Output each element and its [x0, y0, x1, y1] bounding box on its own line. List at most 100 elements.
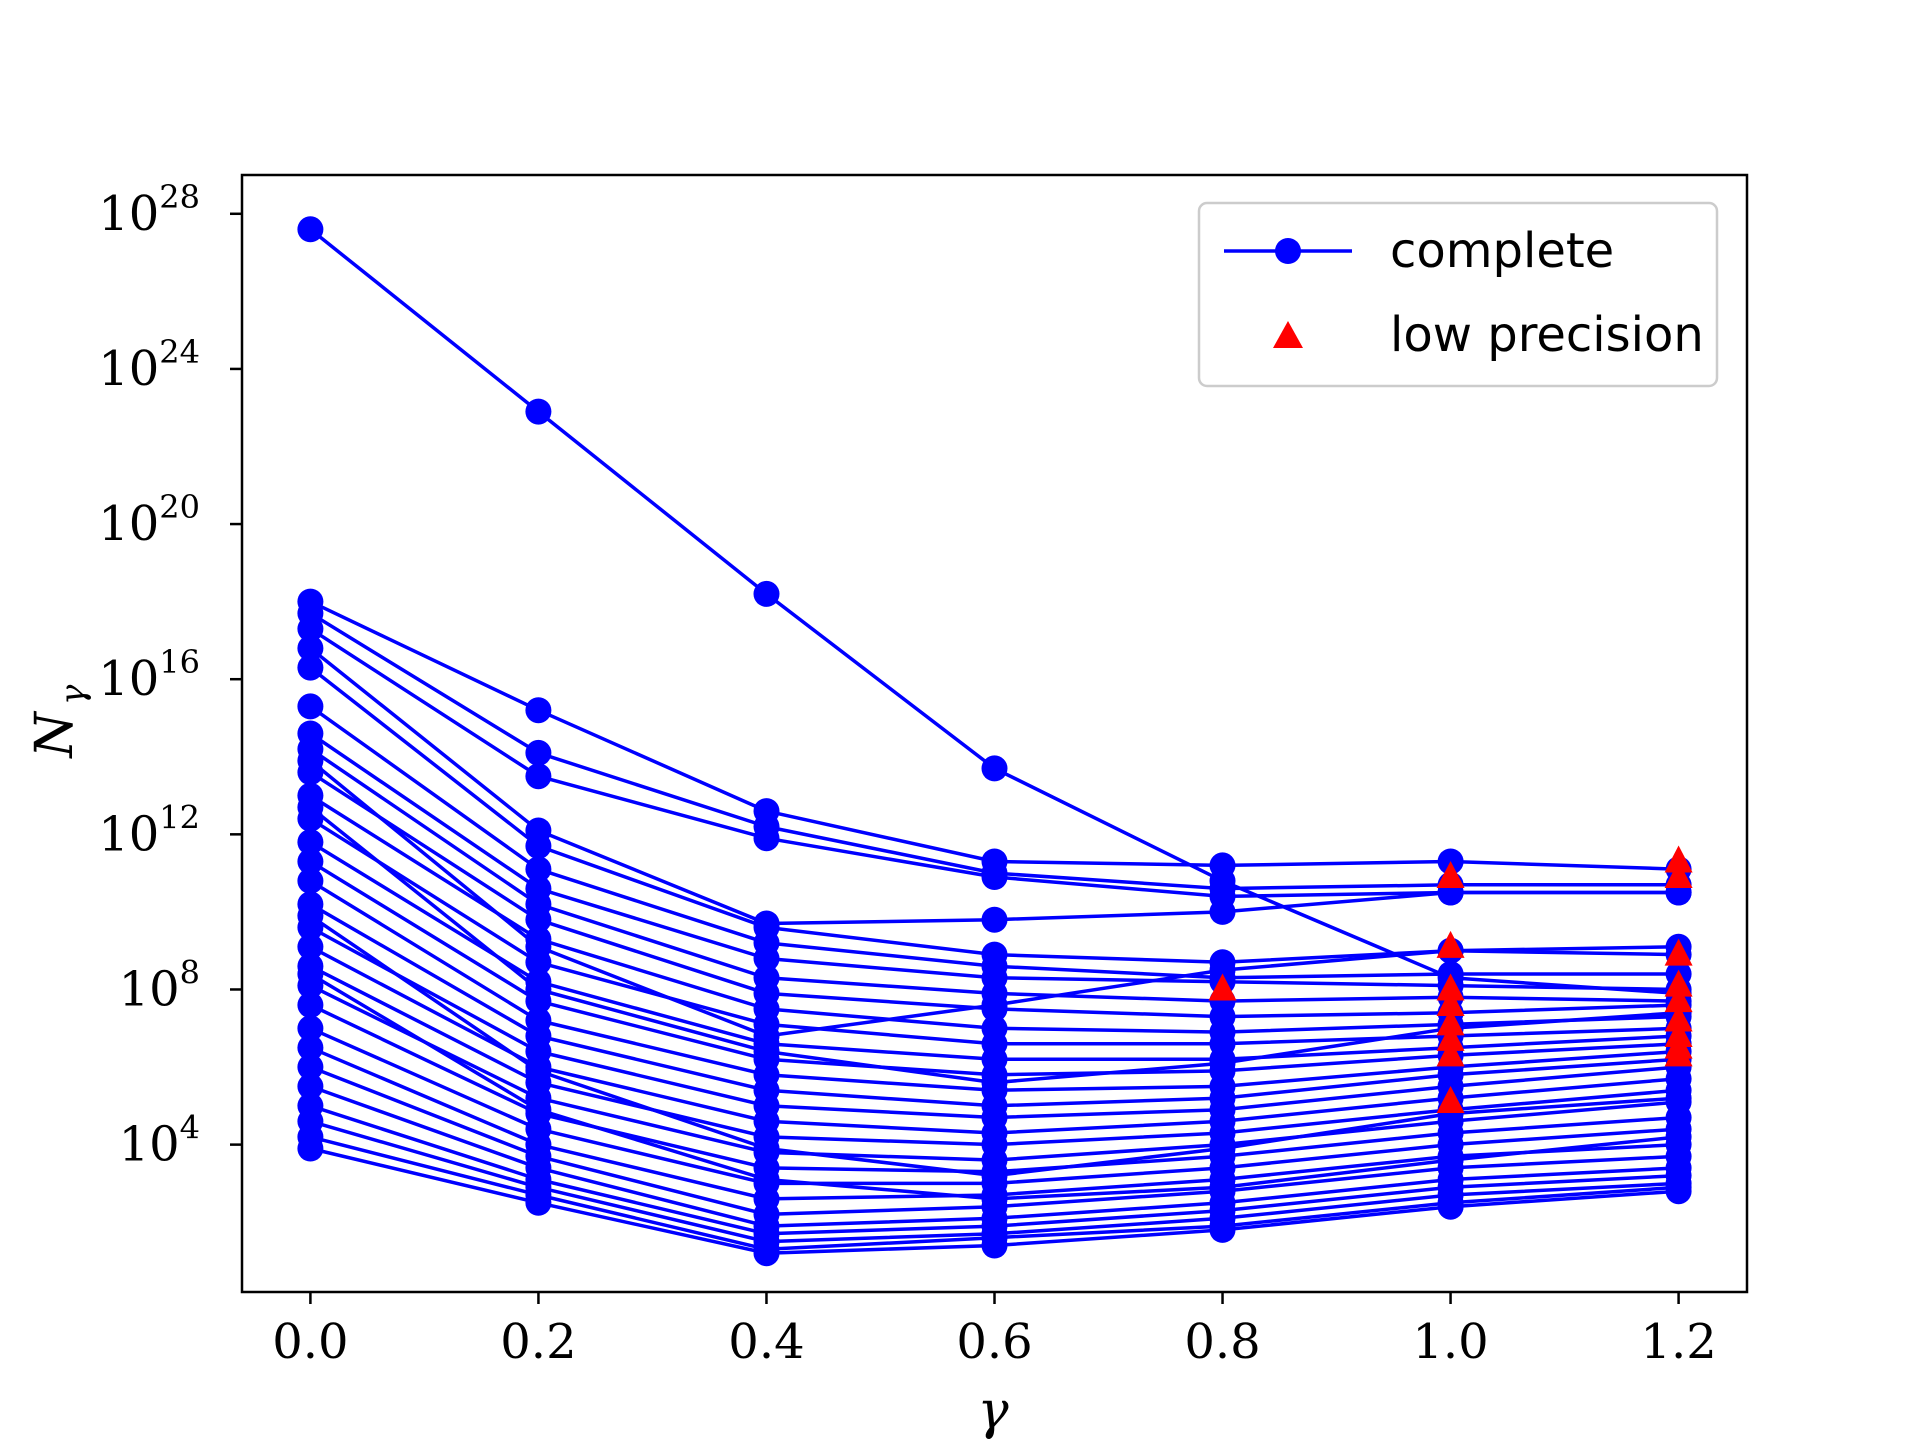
data-point — [525, 856, 552, 883]
data-point — [981, 906, 1008, 933]
x-tick-label: 1.0 — [1412, 1314, 1488, 1370]
data-point — [1437, 1147, 1464, 1174]
low-precision-marker — [1436, 861, 1465, 889]
data-point — [297, 867, 324, 894]
data-point — [297, 902, 324, 929]
data-point — [525, 1189, 552, 1216]
data-point — [1665, 1085, 1692, 1112]
data-point — [1209, 852, 1236, 879]
legend-marker-complete — [1275, 238, 1301, 264]
data-point — [525, 1096, 552, 1123]
y-tick-label: 1012 — [98, 798, 200, 862]
x-tick-label: 0.6 — [956, 1314, 1032, 1370]
data-point — [525, 763, 552, 790]
y-tick-label: 1016 — [98, 643, 200, 707]
y-axis-label-sub: γ — [53, 684, 93, 705]
data-point — [981, 1232, 1008, 1259]
low-precision-marker — [1208, 973, 1237, 1001]
low-precision-marker — [1436, 1008, 1465, 1036]
data-point — [297, 1054, 324, 1080]
x-tick-label: 0.8 — [1184, 1314, 1260, 1370]
low-precision-marker — [1436, 1023, 1465, 1051]
data-point — [297, 1015, 324, 1042]
data-point — [981, 864, 1008, 890]
data-point — [297, 654, 324, 681]
data-point — [525, 933, 552, 960]
data-point — [297, 615, 324, 642]
legend-box — [1197, 201, 1719, 388]
data-point — [525, 398, 552, 425]
x-axis-label: γ — [977, 1381, 1009, 1440]
data-point — [297, 794, 324, 821]
x-tick-label: 1.2 — [1640, 1314, 1716, 1370]
data-point — [297, 216, 324, 243]
data-point — [1209, 1216, 1236, 1243]
low-precision-marker — [1664, 938, 1693, 966]
data-point — [981, 1185, 1008, 1212]
y-tick-label: 1020 — [98, 488, 200, 552]
data-point — [525, 1057, 552, 1084]
data-point — [753, 1240, 780, 1267]
y-axis-label-main: N — [25, 711, 85, 760]
y-tick-label: 1024 — [98, 333, 200, 397]
data-point — [1665, 1178, 1692, 1205]
legend: complete low precision — [1197, 201, 1719, 388]
data-point — [753, 1038, 780, 1065]
data-point — [1209, 1050, 1236, 1077]
y-tick-label: 1028 — [98, 178, 200, 242]
low-precision-marker — [1664, 969, 1693, 997]
low-precision-marker — [1664, 861, 1693, 889]
data-point — [981, 992, 1008, 1018]
data-point — [1209, 1135, 1236, 1162]
x-tick-label: 0.0 — [272, 1314, 348, 1370]
data-point — [1209, 898, 1236, 925]
y-axis: 104 108 1012 1016 1020 1024 1028 — [98, 178, 242, 1173]
low-precision-marker — [1664, 1004, 1693, 1032]
legend-marker-low-precision — [1273, 321, 1303, 348]
data-point — [297, 992, 324, 1018]
data-point — [753, 580, 780, 607]
low-precision-marker — [1436, 973, 1465, 1001]
data-point — [525, 976, 552, 1003]
data-point — [981, 755, 1008, 782]
low-precision-marker — [1664, 1039, 1693, 1067]
data-point — [525, 833, 552, 859]
legend-label-low-precision: low precision — [1390, 307, 1704, 363]
data-point — [1665, 1123, 1692, 1150]
low-precision-marker — [1436, 1039, 1465, 1067]
data-point — [753, 825, 780, 852]
data-point — [297, 635, 324, 662]
data-point — [753, 1135, 780, 1162]
data-point — [1437, 1193, 1464, 1220]
data-point — [753, 945, 780, 972]
low-precision-marker — [1664, 845, 1693, 873]
plot-area — [297, 216, 1693, 1267]
low-precision-marker — [1436, 1085, 1465, 1113]
data-point — [525, 906, 552, 933]
data-point — [297, 1135, 324, 1162]
data-point — [297, 1034, 324, 1061]
data-point — [297, 933, 324, 960]
y-tick-label: 104 — [119, 1109, 200, 1173]
legend-label-complete: complete — [1390, 223, 1614, 279]
data-point — [297, 747, 324, 774]
y-tick-label: 108 — [119, 953, 200, 1017]
x-axis: 0.0 0.2 0.4 0.6 0.8 1.0 1.2 — [272, 1292, 1717, 1370]
data-point — [981, 1162, 1008, 1189]
data-point — [753, 1166, 780, 1193]
data-point — [525, 697, 552, 724]
data-point — [297, 1073, 324, 1100]
data-point — [297, 829, 324, 856]
data-point — [297, 693, 324, 720]
y-axis-label: N γ — [25, 684, 93, 760]
data-point — [525, 739, 552, 766]
low-precision-marker — [1436, 988, 1465, 1016]
x-tick-label: 0.4 — [728, 1314, 804, 1370]
data-point — [1209, 957, 1236, 984]
data-point — [297, 848, 324, 875]
data-point — [981, 1069, 1008, 1096]
low-precision-marker — [1436, 930, 1465, 958]
data-point — [1209, 1174, 1236, 1201]
data-point — [297, 961, 324, 987]
